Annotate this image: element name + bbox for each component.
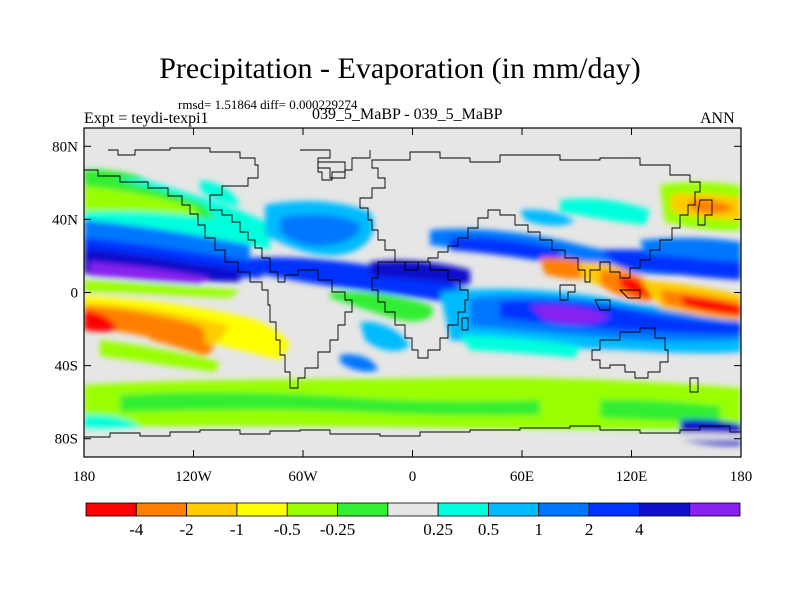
coastlines [84, 147, 741, 438]
stats-line: rmsd= 1.51864 diff= 0.000229274 [178, 97, 358, 112]
colorbar-label: 0.25 [423, 520, 453, 539]
lon-tick-label: 0 [409, 469, 417, 485]
season-label: ANN [700, 110, 735, 127]
lat-tick-label: 40N [52, 212, 78, 228]
lat-tick-label: 80N [52, 139, 78, 155]
colorbar-label: 1 [535, 520, 544, 539]
lat-tick-label: 40S [55, 359, 78, 375]
lon-tick-label: 180 [730, 469, 753, 485]
colorbar-swatch [85, 502, 137, 517]
colorbar-label: -0.5 [274, 520, 301, 539]
colorbar-swatch [437, 502, 489, 517]
lat-tick-label: 0 [71, 286, 79, 302]
colorbar-label: -4 [129, 520, 144, 539]
colorbar-label: -1 [230, 520, 244, 539]
colorbar-swatch [689, 502, 741, 517]
lon-tick-label: 60W [288, 469, 318, 485]
lon-tick-label: 180 [73, 469, 96, 485]
colorbar-swatch [186, 502, 238, 517]
colorbar-label: 0.5 [478, 520, 499, 539]
colorbar-swatch [538, 502, 590, 517]
colorbar-swatch [638, 502, 691, 517]
colorbar-label: 2 [585, 520, 594, 539]
lat-axis: 80N 40N 0 40S 80S [52, 139, 741, 448]
colorbar-label: -2 [180, 520, 194, 539]
lon-axis: 180 120W 60W 0 60E 120E 180 [73, 128, 753, 485]
lon-tick-label: 120E [616, 469, 648, 485]
chart-title: Precipitation - Evaporation (in mm/day) [159, 52, 641, 85]
colorbar-swatch [286, 502, 338, 517]
case-label: 039_5_MaBP - 039_5_MaBP [312, 106, 503, 123]
lon-tick-label: 120W [175, 469, 213, 485]
colorbar-swatch [588, 502, 640, 517]
field-layer [84, 150, 741, 446]
experiment-label: Expt = teydi-texpi1 [84, 110, 209, 127]
colorbar-label: 4 [635, 520, 644, 539]
lon-tick-label: 60E [510, 469, 534, 485]
colorbar-label: -0.25 [320, 520, 355, 539]
colorbar-swatch [387, 502, 439, 517]
colorbar-swatch [337, 502, 389, 517]
lat-tick-label: 80S [55, 432, 78, 448]
colorbar-swatch [488, 502, 540, 517]
colorbar: -4 -2 -1 -0.5 -0.25 0.25 0.5 1 2 4 [85, 502, 741, 539]
colorbar-swatch [236, 502, 288, 517]
colorbar-swatch [135, 502, 188, 517]
